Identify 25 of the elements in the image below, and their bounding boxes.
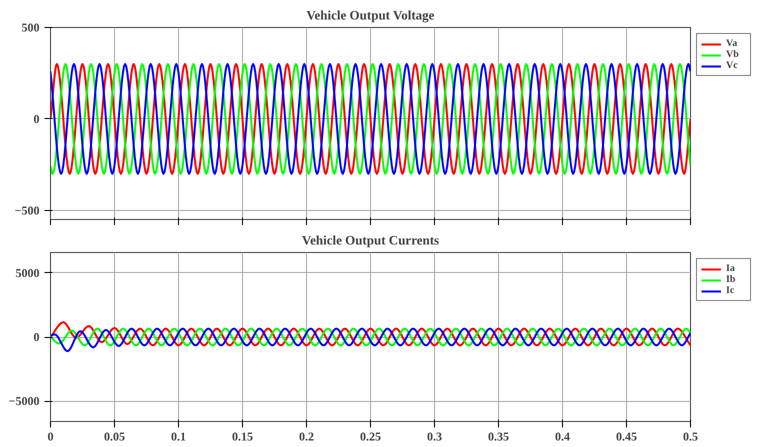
x-tick-label: 0.5 <box>683 430 698 444</box>
x-tick-label: 0.4 <box>555 430 570 444</box>
legend-label: Ia <box>726 263 736 274</box>
x-tick-label: 0.15 <box>232 430 253 444</box>
x-tick-label: 0.1 <box>171 430 186 444</box>
x-tick-label: 0.3 <box>427 430 442 444</box>
x-tick-label: 0.05 <box>104 430 125 444</box>
y-tick-label: 5000 <box>16 266 40 280</box>
x-tick-label: 0.35 <box>488 430 509 444</box>
x-tick-label: 0.25 <box>360 430 381 444</box>
y-tick-label: 0 <box>34 112 40 126</box>
y-tick-label: −500 <box>14 203 40 218</box>
y-tick-label: −5000 <box>8 394 40 408</box>
legend-label: Ib <box>726 274 736 285</box>
legend-label: Vc <box>726 60 739 71</box>
x-tick-label: 0.45 <box>616 430 637 444</box>
x-tick-label: 0.2 <box>299 430 314 444</box>
legend-label: Ic <box>726 285 736 296</box>
y-tick-label: 500 <box>22 20 40 34</box>
x-tick-label: 0 <box>48 430 54 444</box>
y-tick-label: 0 <box>34 330 40 344</box>
legend-label: Va <box>726 38 738 49</box>
legend-label: Vb <box>726 49 740 60</box>
chart-title: Vehicle Output Currents <box>302 232 440 248</box>
chart-title: Vehicle Output Voltage <box>306 8 435 22</box>
